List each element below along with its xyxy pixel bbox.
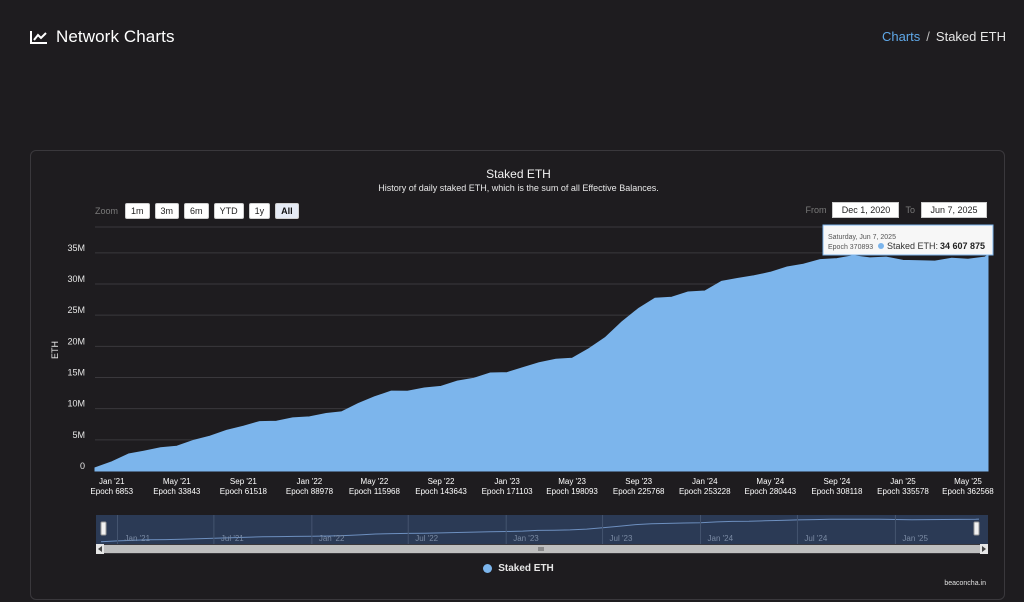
tooltip-series-dot [878, 243, 884, 249]
y-tick-label: 15M [67, 367, 85, 377]
zoom-ytd-button[interactable]: YTD [213, 203, 244, 219]
chart-card: Staked ETH History of daily staked ETH, … [30, 150, 1005, 600]
breadcrumb-charts-link[interactable]: Charts [881, 29, 921, 44]
navigator-tick-label: Jan '24 [708, 534, 734, 543]
tooltip-epoch: Epoch 370893 [828, 244, 873, 251]
page-header: Network Charts Charts / Staked ETH [0, 0, 1024, 80]
tooltip-box [822, 224, 994, 256]
x-tick-epoch-label: Epoch 362568 [942, 487, 994, 496]
navigator-tick-label: Jan '22 [319, 534, 345, 543]
scrollbar-thumb[interactable] [104, 545, 980, 553]
navigator-tick-label: Jan '25 [902, 534, 928, 543]
y-tick-label: 30M [67, 274, 85, 284]
x-tick-date-label: Sep '22 [428, 477, 455, 486]
x-tick-epoch-label: Epoch 115968 [349, 487, 401, 496]
x-tick-date-label: May '21 [163, 477, 191, 486]
x-tick-date-label: Sep '24 [823, 477, 850, 486]
navigator-tick-label: Jul '21 [221, 534, 244, 543]
x-tick-date-label: May '25 [954, 477, 982, 486]
zoom-6m-button[interactable]: 6m [184, 203, 209, 219]
x-tick-date-label: Sep '21 [230, 477, 257, 486]
navigator-tick-label: Jul '23 [610, 534, 633, 543]
x-tick-epoch-label: Epoch 33843 [153, 487, 201, 496]
x-tick-date-label: Jan '23 [494, 477, 520, 486]
y-tick-label: 5M [72, 430, 85, 440]
x-tick-date-label: Sep '23 [625, 477, 652, 486]
breadcrumb: Charts / Staked ETH [882, 29, 1006, 44]
zoom-1m-button[interactable]: 1m [125, 203, 150, 219]
scrollbar[interactable] [96, 544, 988, 554]
navigator-tick-label: Jan '23 [513, 534, 539, 543]
legend-marker [483, 564, 493, 573]
page-title: Network Charts [30, 27, 175, 47]
x-tick-epoch-label: Epoch 335578 [877, 487, 929, 496]
y-tick-label: 35M [67, 243, 85, 253]
x-tick-epoch-label: Epoch 6853 [90, 487, 133, 496]
navigator-tick-label: Jan '21 [125, 534, 151, 543]
zoom-label: Zoom [95, 206, 119, 216]
credits[interactable]: beaconcha.in [944, 580, 986, 587]
tooltip-value: 34 607 875 [940, 241, 985, 251]
y-tick-label: 25M [67, 305, 85, 315]
x-tick-date-label: Jan '21 [99, 477, 125, 486]
breadcrumb-separator: / [926, 29, 930, 44]
navigator-tick-label: Jul '22 [415, 534, 438, 543]
x-tick-date-label: May '24 [756, 477, 784, 486]
y-axis-label: ETH [50, 341, 60, 359]
x-tick-date-label: May '23 [558, 477, 586, 486]
date-range-controls: From Dec 1, 2020 To Jun 7, 2025 [805, 202, 987, 218]
navigator-series-line [100, 518, 980, 543]
x-tick-epoch-label: Epoch 88978 [286, 487, 334, 496]
x-tick-date-label: Jan '22 [297, 477, 323, 486]
chart-subtitle: History of daily staked ETH, which is th… [378, 183, 659, 193]
zoom-all-button[interactable]: All [275, 203, 299, 219]
legend-label[interactable]: Staked ETH [498, 563, 554, 574]
x-tick-date-label: Jan '24 [692, 477, 718, 486]
tooltip: Saturday, Jun 7, 2025 Epoch 370893 Stake… [822, 224, 994, 256]
y-tick-label: 0 [80, 461, 85, 471]
x-tick-epoch-label: Epoch 225768 [613, 487, 665, 496]
y-tick-label: 10M [67, 399, 85, 409]
breadcrumb-current: Staked ETH [935, 29, 1006, 44]
navigator[interactable]: Jan '21 Jul '21 Jan '22 Jul '22 Jan '23 Jul '… [96, 515, 988, 544]
to-label: To [905, 205, 915, 215]
arrow-left-icon [98, 546, 102, 552]
navigator-background[interactable] [96, 515, 988, 544]
line-chart-icon [30, 31, 47, 44]
chart-title: Staked ETH [486, 167, 551, 181]
x-tick-date-label: May '22 [361, 477, 389, 486]
x-tick-epoch-label: Epoch 198093 [546, 487, 598, 496]
x-tick-epoch-label: Epoch 171103 [482, 487, 534, 496]
from-date-input[interactable]: Dec 1, 2020 [832, 202, 900, 218]
x-tick-epoch-label: Epoch 143643 [415, 487, 467, 496]
navigator-tick-label: Jul '24 [804, 534, 827, 543]
tooltip-series-name: Staked ETH: [887, 241, 938, 251]
x-tick-epoch-label: Epoch 280443 [744, 487, 796, 496]
zoom-3m-button[interactable]: 3m [154, 203, 180, 219]
y-tick-label: 20M [67, 336, 85, 346]
page-title-text: Network Charts [56, 27, 175, 46]
from-label: From [805, 205, 827, 215]
x-tick-epoch-label: Epoch 253228 [679, 487, 731, 496]
x-tick-epoch-label: Epoch 308118 [811, 487, 863, 496]
tooltip-date: Saturday, Jun 7, 2025 [828, 234, 896, 241]
x-tick-epoch-label: Epoch 61518 [220, 487, 268, 496]
zoom-controls: Zoom 1m 3m 6m YTD 1y All [95, 203, 299, 219]
navigator-left-handle[interactable] [100, 521, 107, 536]
navigator-right-handle[interactable] [973, 521, 980, 536]
legend[interactable]: Staked ETH [31, 563, 1006, 574]
arrow-right-icon [982, 546, 986, 552]
x-tick-date-label: Jan '25 [890, 477, 916, 486]
zoom-1y-button[interactable]: 1y [248, 203, 271, 219]
scrollbar-grip-icon [538, 547, 544, 551]
staked-eth-area[interactable] [94, 254, 989, 472]
to-date-input[interactable]: Jun 7, 2025 [921, 202, 987, 218]
